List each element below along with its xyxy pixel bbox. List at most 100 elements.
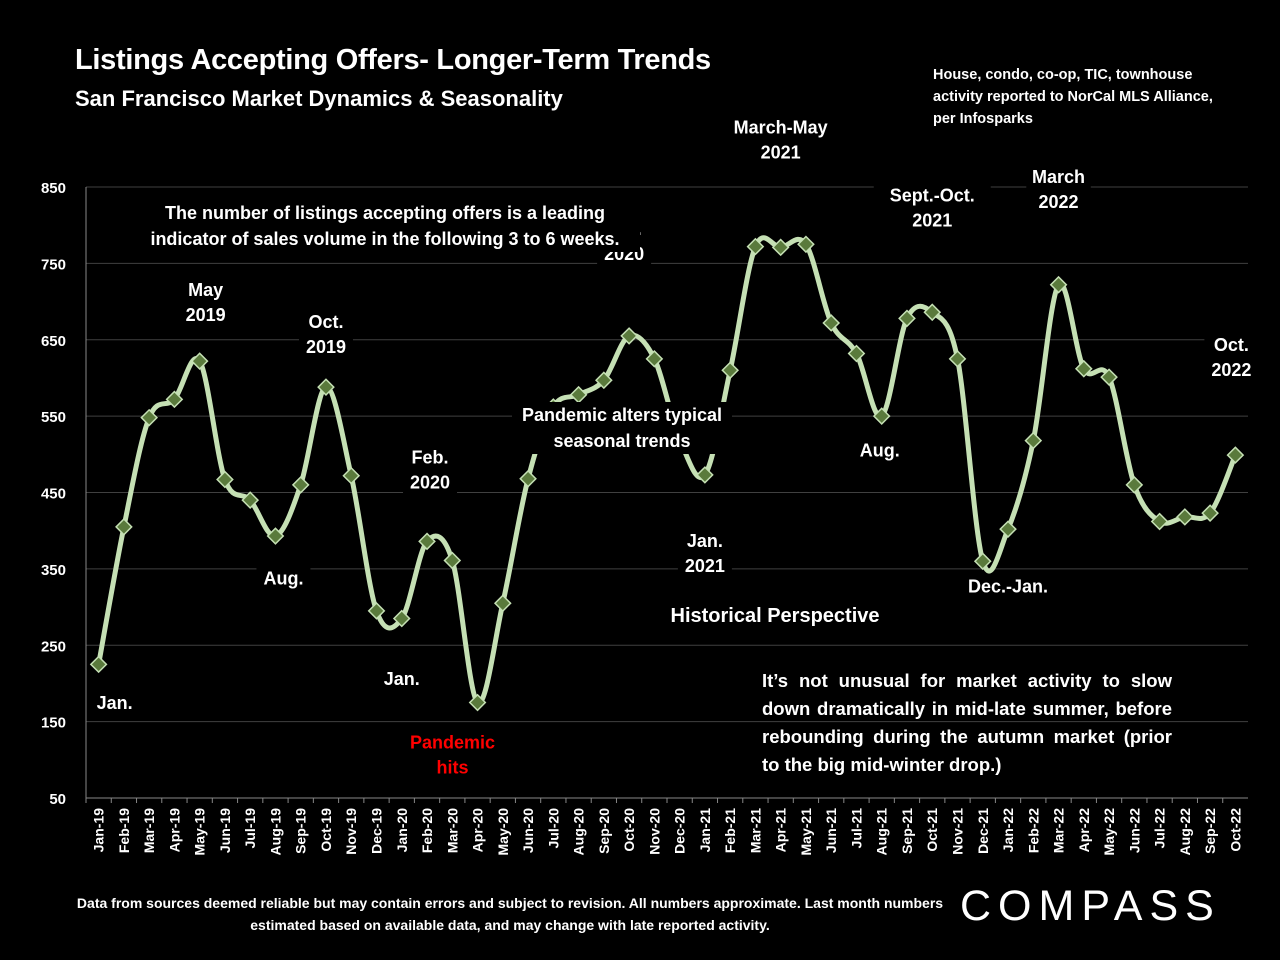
x-tick-label: Dec-21 [975,808,991,854]
y-tick-label: 450 [41,486,66,503]
data-point-marker [493,594,512,613]
x-tick-label: Mar-21 [747,808,763,853]
y-tick-label: 650 [41,333,66,350]
x-tick-label: May-19 [192,808,208,856]
data-point-marker [999,520,1017,538]
x-tick-label: Jan-21 [697,808,713,853]
x-tick-label: Feb-21 [722,808,738,853]
x-tick-label: Oct-20 [621,808,637,852]
x-tick-label: Jul-21 [848,808,864,849]
annotation-label: Jan. [384,669,420,689]
annotation-bg [677,528,732,579]
x-tick-label: Jun-20 [520,808,536,853]
x-tick-label: Mar-19 [141,808,157,853]
annotation-bg [87,690,142,716]
annotation-label: Aug. [860,441,900,461]
y-tick-label: 850 [41,180,66,197]
data-point-marker [519,469,537,488]
x-tick-label: Jul-20 [545,808,561,849]
data-point-marker [797,235,815,254]
x-tick-label: Aug-20 [571,808,587,856]
x-tick-label: Jul-19 [242,808,258,849]
annotation-label: Pandemic hits [410,733,495,778]
annotation-bg [374,667,429,693]
data-point-marker [241,491,260,509]
data-point-marker [645,350,664,368]
x-tick-label: Sep-22 [1202,808,1218,854]
annotation-bg [954,574,1062,600]
annotation-label: Aug. [263,569,303,589]
data-point-marker [569,385,588,404]
chart-subtitle: San Francisco Market Dynamics & Seasonal… [75,86,563,111]
x-tick-label: Aug-21 [874,808,890,856]
annotation-label: Sept.-Oct. 2021 [890,185,975,230]
footer-disclaimer: Data from sources deemed reliable but ma… [76,895,944,933]
x-tick-label: Feb-20 [419,808,435,853]
x-tick-label: Sep-19 [293,808,309,854]
x-tick-label: May-22 [1101,808,1117,856]
x-tick-label: Jul-22 [1152,808,1168,849]
x-tick-label: Dec-20 [672,808,688,854]
annotation-label: March 2022 [1032,167,1085,212]
x-tick-label: Dec-19 [369,808,385,854]
data-point-marker [418,532,436,551]
data-point-marker [468,693,487,712]
data-point-marker [822,314,841,332]
data-point-marker [266,527,285,545]
data-point-marker [746,237,765,256]
data-point-marker [392,609,411,628]
data-point-marker [1024,431,1043,450]
y-tick-label: 550 [41,409,66,426]
note-historical-perspective: Historical Perspective [670,605,880,627]
data-point-marker [1201,504,1219,522]
data-point-marker [1226,446,1245,464]
x-tick-label: Oct-22 [1227,808,1243,852]
y-tick-label: 250 [41,638,66,655]
annotation-label: Oct. 2019 [306,312,346,357]
note-pandemic-alters: Pandemic alters typical seasonal trends [512,402,732,454]
annotation-label: Jan. 2021 [685,531,725,576]
data-point-marker [367,602,386,620]
annotation-bg [404,730,501,781]
data-point-marker [948,350,967,368]
data-point-marker [1074,359,1093,378]
data-point-marker [1150,512,1169,531]
x-tick-label: Apr-20 [470,808,486,853]
data-point-marker [1125,476,1144,494]
annotation-bg [873,183,991,234]
x-tick-label: Jan-22 [1000,808,1016,853]
x-tick-label: Nov-21 [950,808,966,855]
annotation-label: Oct. 2022 [1211,335,1251,380]
source-note: House, condo, co-op, TIC, townhouse acti… [933,67,1213,127]
x-tick-label: Mar-20 [444,808,460,853]
x-tick-label: Apr-21 [773,808,789,853]
data-point-marker [89,655,108,674]
annotation-label: Feb. 2020 [410,447,450,492]
data-point-marker [115,518,133,536]
annotation-bg [178,278,233,329]
x-tick-label: Aug-22 [1177,808,1193,856]
annotation-label: March-May 2021 [734,117,828,162]
annotation-bg [727,115,834,166]
annotation-label: May 2019 [186,280,226,325]
compass-logo: COMPASS [960,882,1221,930]
data-point-marker [216,470,234,489]
annotation-bg [403,445,458,496]
note-leading-indicator: The number of listings accepting offers … [130,200,640,252]
data-point-marker [973,552,992,571]
y-tick-label: 350 [41,562,66,579]
x-tick-label: Apr-22 [1076,808,1092,853]
annotation-label: Jan. [97,693,133,713]
y-tick-label: 50 [49,791,66,808]
x-tick-label: Oct-21 [924,808,940,852]
x-tick-label: Feb-19 [116,808,132,853]
data-point-marker [1176,508,1194,526]
x-tick-label: Nov-20 [646,808,662,855]
x-tick-label: Sep-21 [899,808,915,854]
data-point-marker [923,303,942,322]
annotation-bg [852,438,907,464]
x-tick-label: Jan-19 [91,808,107,853]
data-point-marker [771,238,790,257]
x-tick-label: Mar-22 [1051,808,1067,853]
